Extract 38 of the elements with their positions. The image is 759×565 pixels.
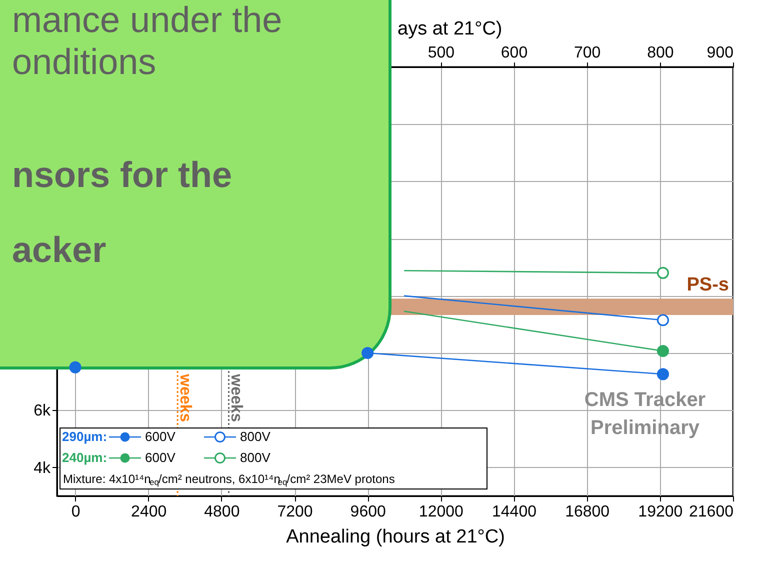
x-tick-label: 4800 xyxy=(204,504,240,520)
x-tick-label: 9600 xyxy=(350,504,386,520)
x-tick-label: 7200 xyxy=(277,504,313,520)
annotation: acker xyxy=(12,229,106,270)
x-tick-label: 0 xyxy=(71,504,80,520)
ref-line-label: weeks xyxy=(228,373,245,422)
y-tick-label: 4k xyxy=(34,460,52,477)
point xyxy=(656,266,670,279)
x-tick-label: 19200 xyxy=(638,504,683,520)
point xyxy=(656,344,670,358)
x-tick-label: 2400 xyxy=(131,504,167,520)
x2-tick-label: 700 xyxy=(574,44,601,62)
x-tick-label: 16800 xyxy=(565,504,610,520)
x2-tick-label: 800 xyxy=(647,44,674,62)
x2-axis-title: ays at 21°C) xyxy=(398,18,502,40)
x2-tick-label: 900 xyxy=(706,44,734,62)
x-tick-label: 21600 xyxy=(689,504,734,520)
x-tick-label: 14400 xyxy=(492,504,537,520)
point xyxy=(362,346,374,360)
point xyxy=(656,314,670,326)
x2-tick-label: 600 xyxy=(500,44,528,62)
legend-label: 800V xyxy=(240,429,271,444)
x2-tick-label: 500 xyxy=(428,44,455,62)
x-tick-label: 12000 xyxy=(418,504,464,520)
band-label: PS-s xyxy=(686,274,729,296)
legend-label: 600V xyxy=(145,450,176,465)
text: mance under the xyxy=(12,0,282,40)
legend-label: 600V xyxy=(145,429,176,444)
ref-line-label: weeks xyxy=(176,373,194,422)
annotation: onditions xyxy=(12,41,156,82)
annotation: 240µm: xyxy=(62,450,108,465)
point xyxy=(656,368,670,380)
y-tick-label: 6k xyxy=(34,402,52,420)
annotation: 290µm: xyxy=(62,429,108,444)
annotation: nsors for the xyxy=(12,154,232,195)
point xyxy=(69,361,82,374)
legend-label: 800V xyxy=(240,450,271,465)
x-axis-title: Annealing (hours at 21°C) xyxy=(286,526,505,548)
